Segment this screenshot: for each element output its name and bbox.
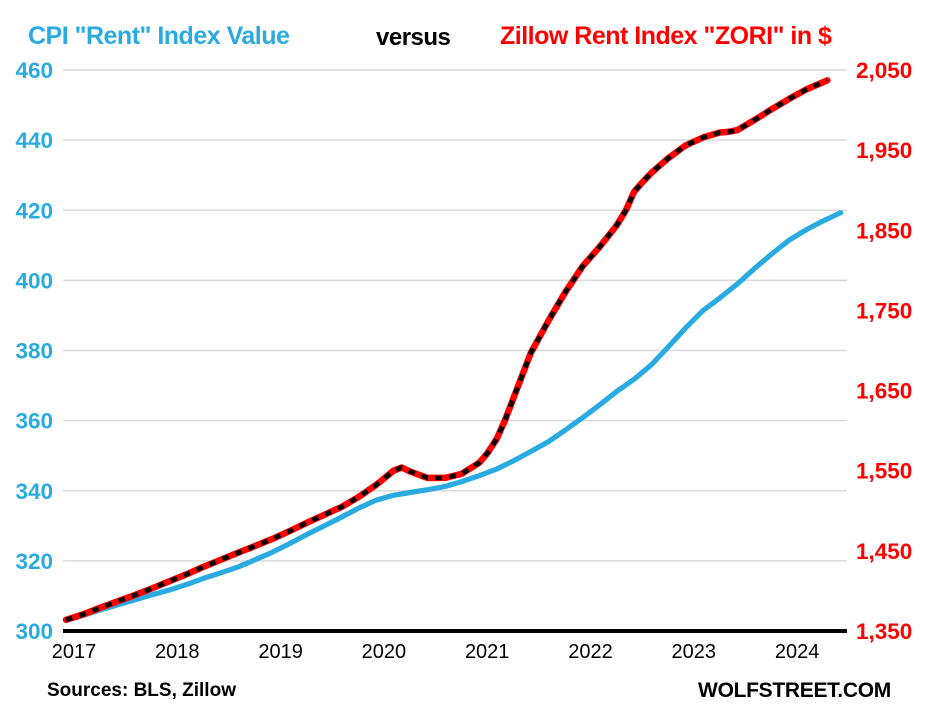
- svg-text:300: 300: [15, 619, 53, 644]
- svg-text:1,750: 1,750: [856, 298, 912, 323]
- svg-text:2021: 2021: [465, 641, 510, 663]
- gridlines: [63, 69, 847, 562]
- svg-text:1,650: 1,650: [856, 379, 912, 404]
- svg-text:2019: 2019: [258, 641, 303, 663]
- x-axis-labels: 2017 2018 2019 2020 2021 2022 2023 2024: [52, 641, 820, 663]
- svg-text:1,450: 1,450: [856, 539, 912, 564]
- svg-text:2,050: 2,050: [856, 58, 912, 83]
- svg-text:360: 360: [15, 409, 53, 434]
- svg-text:2022: 2022: [568, 641, 613, 663]
- zori-line-dash-overlay: [65, 78, 829, 622]
- svg-text:320: 320: [15, 549, 53, 574]
- svg-text:2020: 2020: [362, 641, 407, 663]
- svg-text:1,350: 1,350: [856, 619, 912, 644]
- svg-text:420: 420: [15, 198, 53, 223]
- cpi-rent-line: [63, 210, 844, 624]
- brand-wolfstreet: WOLFSTREET.COM: [698, 679, 891, 702]
- svg-text:1,550: 1,550: [856, 459, 912, 484]
- svg-text:2024: 2024: [775, 641, 820, 663]
- svg-text:2023: 2023: [672, 641, 717, 663]
- chart-title-zori: Zillow Rent Index "ZORI" in $: [500, 22, 832, 50]
- svg-text:380: 380: [15, 339, 53, 364]
- svg-text:400: 400: [15, 268, 53, 293]
- left-axis-labels: 300 320 340 360 380 400 420 440 460: [15, 58, 53, 644]
- svg-text:1,850: 1,850: [856, 218, 912, 243]
- right-axis-labels: 1,350 1,450 1,550 1,650 1,750 1,850 1,950 2,050: [856, 58, 912, 644]
- svg-text:440: 440: [15, 128, 53, 153]
- chart-title-cpi: CPI "Rent" Index Value: [28, 22, 290, 50]
- sources-note: Sources: BLS, Zillow: [47, 680, 236, 701]
- svg-text:340: 340: [15, 479, 53, 504]
- chart-title-versus: versus: [376, 24, 451, 51]
- svg-text:1,950: 1,950: [856, 138, 912, 163]
- svg-text:2017: 2017: [52, 641, 97, 663]
- svg-text:460: 460: [15, 58, 53, 83]
- svg-text:2018: 2018: [155, 641, 200, 663]
